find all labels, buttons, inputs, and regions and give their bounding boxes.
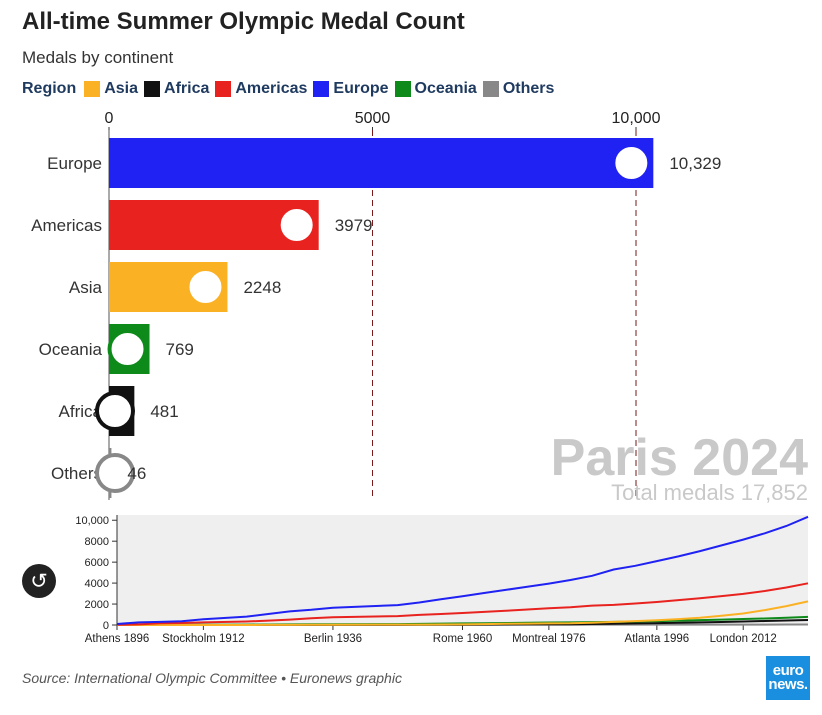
logo-line-2: news.	[768, 676, 808, 693]
legend-swatch	[84, 81, 101, 97]
legend-label: Africa	[164, 80, 210, 97]
chart-title: All-time Summer Olympic Medal Count	[22, 8, 465, 35]
legend-item-others: Others	[482, 80, 555, 98]
category-label: Others	[51, 464, 102, 483]
bar-end-marker	[107, 329, 148, 369]
x-tick-label: Montreal 1976	[512, 633, 586, 645]
bar-end-marker-inner	[100, 458, 130, 488]
x-tick-label: 5000	[355, 110, 391, 127]
value-label: 2248	[243, 278, 281, 297]
legend: Region Asia Africa Americas Europe Oceania Oth…	[22, 78, 560, 100]
legend-swatch	[313, 81, 330, 97]
timeline-chart: 0 2000 4000 6000 8000 10,000 Athens 1896 Stockh…	[75, 515, 809, 645]
value-label: 46	[127, 464, 146, 483]
bar-europe	[109, 138, 654, 188]
legend-item-oceania: Oceania	[394, 80, 477, 98]
bar-end-marker	[95, 391, 135, 431]
legend-label: Asia	[104, 80, 139, 97]
category-label: Africa	[59, 402, 103, 421]
y-tick-label: 4000	[85, 578, 109, 590]
logo-line-1: euro	[772, 662, 804, 679]
x-tick-label: London 2012	[710, 633, 777, 645]
euronews-logo: euro news.	[766, 656, 810, 700]
y-tick-label: 0	[103, 620, 109, 632]
bar-end-marker	[185, 267, 226, 307]
legend-swatch	[144, 81, 161, 97]
legend-item-americas: Americas	[215, 80, 307, 98]
bar-end-marker-inner	[190, 272, 221, 302]
replay-icon: ↺	[30, 569, 48, 593]
x-tick-label: Atlanta 1996	[625, 633, 690, 645]
category-label: Asia	[69, 278, 103, 297]
category-label: Europe	[47, 154, 102, 173]
legend-label: Others	[502, 80, 555, 97]
x-tick-label: 10,000	[612, 110, 661, 127]
bar-end-marker	[276, 205, 317, 245]
category-label: Oceania	[39, 340, 103, 359]
legend-item-europe: Europe	[313, 80, 389, 98]
legend-item-africa: Africa	[144, 80, 209, 98]
legend-label: Europe	[333, 80, 389, 97]
y-tick-label: 8000	[85, 536, 109, 548]
x-tick-label: Stockholm 1912	[162, 633, 244, 645]
plot-background	[117, 515, 808, 625]
x-tick-label: Athens 1896	[85, 633, 150, 645]
x-tick-label: Rome 1960	[433, 633, 492, 645]
legend-label: Oceania	[414, 80, 477, 97]
bar-end-marker-inner	[112, 334, 143, 364]
series-line-europe	[116, 515, 809, 625]
legend-swatch	[482, 81, 499, 97]
chart-subtitle: Medals by continent	[22, 48, 174, 67]
category-label: Americas	[31, 216, 102, 235]
series-line-americas	[116, 582, 809, 626]
legend-title: Region	[22, 80, 77, 97]
value-label: 10,329	[669, 154, 721, 173]
value-label: 769	[166, 340, 194, 359]
legend-swatch	[215, 81, 232, 97]
x-tick-label: Berlin 1936	[304, 633, 362, 645]
bar-end-marker	[95, 453, 135, 493]
legend-swatch	[394, 81, 411, 97]
y-tick-label: 2000	[85, 599, 109, 611]
value-label: 481	[150, 402, 178, 421]
y-tick-label: 10,000	[75, 515, 109, 527]
current-year-label: Paris 2024	[550, 429, 808, 487]
replay-button[interactable]: ↺	[22, 564, 56, 598]
x-tick-label: 0	[105, 110, 114, 127]
bar-chart: 0 5000 10,000 Europe 10,329 Americas 3979 Asia 2…	[31, 110, 721, 500]
bar-end-marker	[611, 143, 652, 183]
bar-end-marker-inner	[616, 148, 647, 178]
bar-end-marker-inner	[281, 210, 312, 240]
legend-item-asia: Asia	[84, 80, 138, 98]
y-tick-label: 6000	[85, 557, 109, 569]
series-line-asia	[117, 600, 809, 626]
total-medals-label: Total medals 17,852	[611, 480, 808, 505]
source-note: Source: International Olympic Committee …	[22, 670, 402, 686]
bar-end-marker-inner	[100, 396, 130, 426]
value-label: 3979	[335, 216, 373, 235]
legend-label: Americas	[235, 80, 308, 97]
